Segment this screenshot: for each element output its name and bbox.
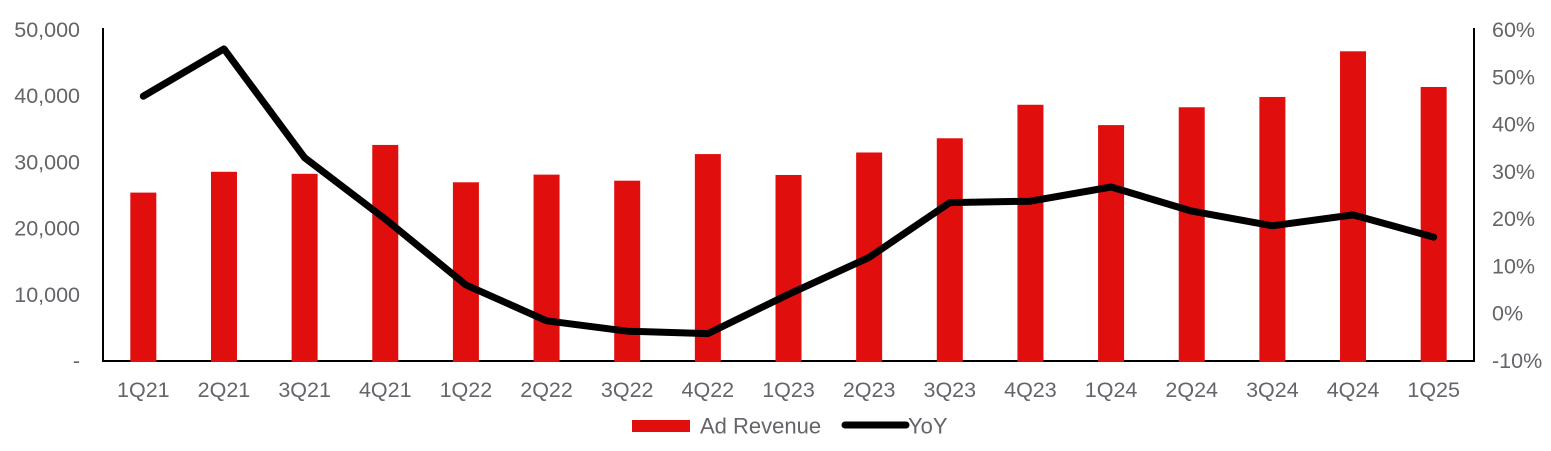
legend-ad-revenue-label: Ad Revenue	[700, 414, 821, 439]
x-axis-label-1q21: 1Q21	[117, 378, 170, 402]
bar-4q21	[372, 144, 399, 362]
x-axis-label-3q23: 3Q23	[923, 378, 976, 402]
right-axis-tick: 60%	[1492, 18, 1535, 42]
left-axis-tick: 50,000	[14, 18, 80, 42]
right-axis-tick: 40%	[1492, 113, 1535, 137]
left-axis-tick: -	[73, 349, 80, 373]
left-axis-tick: 40,000	[14, 84, 80, 108]
x-axis-label-1q22: 1Q22	[440, 378, 493, 402]
bar-3q21	[291, 173, 318, 362]
bar-1q24	[1098, 125, 1125, 362]
bar-4q24	[1340, 51, 1367, 362]
bar-3q24	[1259, 96, 1286, 362]
left-axis-tick: 20,000	[14, 217, 80, 241]
right-axis-tick: 20%	[1492, 207, 1535, 231]
bar-4q23	[1017, 104, 1044, 362]
bar-2q21	[210, 171, 237, 362]
right-axis-tick: 0%	[1492, 302, 1523, 326]
x-axis-label-2q23: 2Q23	[843, 378, 896, 402]
x-axis-label-4q22: 4Q22	[682, 378, 735, 402]
x-axis-label-4q24: 4Q24	[1327, 378, 1380, 402]
x-axis-label-1q23: 1Q23	[762, 378, 815, 402]
bar-2q22	[533, 174, 560, 362]
left-axis-tick: 30,000	[14, 150, 80, 174]
x-axis-label-4q21: 4Q21	[359, 378, 412, 402]
x-axis-label-1q24: 1Q24	[1085, 378, 1138, 402]
bar-1q25	[1420, 86, 1447, 363]
bar-1q22	[452, 182, 479, 362]
x-axis-label-2q21: 2Q21	[198, 378, 251, 402]
bar-1q23	[775, 174, 802, 362]
bar-3q23	[936, 138, 963, 362]
legend-yoy-label: YoY	[908, 414, 948, 439]
right-axis-tick: 30%	[1492, 160, 1535, 184]
x-axis-label-2q22: 2Q22	[520, 378, 573, 402]
x-axis-label-3q22: 3Q22	[601, 378, 654, 402]
right-axis-tick: 50%	[1492, 65, 1535, 89]
x-axis-label-3q24: 3Q24	[1246, 378, 1299, 402]
x-axis-label-4q23: 4Q23	[1004, 378, 1057, 402]
x-axis-label-1q25: 1Q25	[1407, 378, 1460, 402]
yoy-line	[139, 45, 1438, 338]
x-axis-label-2q24: 2Q24	[1165, 378, 1218, 402]
right-axis-tick: -10%	[1492, 349, 1542, 373]
left-axis-tick: 10,000	[14, 283, 80, 307]
legend-ad-revenue-swatch	[632, 420, 690, 432]
right-axis-tick: 10%	[1492, 254, 1535, 278]
bar-2q24	[1178, 107, 1205, 362]
x-axis-label-3q21: 3Q21	[278, 378, 331, 402]
bar-1q21	[130, 192, 157, 362]
